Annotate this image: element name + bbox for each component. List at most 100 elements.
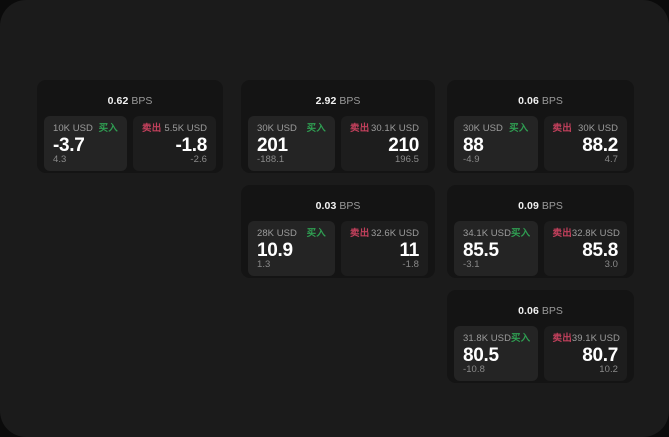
spread-card[interactable]: 0.06 BPS 31.8K USD 买入 80.5 -10.8 卖出: [447, 290, 634, 383]
buy-value: 201: [257, 134, 288, 156]
spread-card[interactable]: 0.09 BPS 34.1K USD 买入 85.5 -3.1 卖出: [447, 185, 634, 278]
buy-panel-header: 34.1K USD 买入: [463, 228, 531, 239]
sell-panel-header: 卖出 30K USD: [553, 124, 619, 134]
spread-card[interactable]: 2.92 BPS 30K USD 买入 201 -188.1 卖出: [241, 80, 435, 173]
sell-panel[interactable]: 卖出 30K USD 88.2 4.7: [543, 116, 627, 171]
sell-tag: 卖出: [350, 123, 370, 134]
buy-volume: 28K USD: [257, 228, 297, 239]
buy-panel[interactable]: 34.1K USD 买入 85.5 -3.1: [454, 221, 538, 276]
buy-sub-value: 4.3: [53, 153, 67, 165]
buy-tag: 买入: [510, 228, 531, 239]
buy-sub-value: -10.8: [463, 363, 485, 375]
sell-panel[interactable]: 卖出 30.1K USD 210 196.5: [341, 116, 428, 171]
sell-panel-header: 卖出 32.6K USD: [350, 229, 419, 239]
buy-panel-header: 10K USD 买入: [53, 124, 118, 134]
buy-tag: 买入: [306, 123, 326, 134]
bps-unit: BPS: [541, 305, 563, 317]
buy-panel[interactable]: 28K USD 买入 10.9 1.3: [248, 221, 335, 276]
panel-pair: 34.1K USD 买入 85.5 -3.1 卖出 32.8K USD 85.8…: [454, 221, 627, 276]
sell-sub-value: -2.6: [190, 153, 207, 165]
buy-sub-value: 1.3: [257, 258, 271, 270]
panel-pair: 10K USD 买入 -3.7 4.3 卖出 5.5K USD -1.8 -2.…: [44, 116, 216, 171]
sell-value: 80.7: [582, 344, 618, 366]
bps-unit: BPS: [541, 95, 563, 107]
bps-value: 0.06: [518, 305, 539, 317]
bps-unit: BPS: [131, 95, 153, 107]
buy-value: -3.7: [53, 134, 85, 156]
bps-unit: BPS: [339, 95, 361, 107]
buy-value: 10.9: [257, 239, 293, 261]
sell-volume: 30.1K USD: [371, 123, 419, 134]
sell-panel[interactable]: 卖出 32.6K USD 11 -1.8: [341, 221, 428, 276]
buy-panel-header: 30K USD 买入: [257, 124, 326, 134]
panel-pair: 28K USD 买入 10.9 1.3 卖出 32.6K USD 11 -1.8: [248, 221, 428, 276]
card-header: 0.09 BPS: [454, 192, 627, 221]
sell-value: 210: [388, 134, 419, 156]
sell-panel-header: 卖出 30.1K USD: [350, 124, 419, 134]
bps-unit: BPS: [541, 200, 563, 212]
buy-tag: 买入: [98, 123, 118, 134]
sell-volume: 30K USD: [578, 123, 618, 134]
buy-volume: 34.1K USD: [463, 228, 511, 239]
sell-tag: 卖出: [552, 333, 572, 344]
card-column-2: 2.92 BPS 30K USD 买入 201 -188.1 卖出: [241, 80, 435, 278]
buy-value: 88: [463, 134, 484, 156]
panel-pair: 30K USD 买入 201 -188.1 卖出 30.1K USD 210 1…: [248, 116, 428, 171]
sell-panel-header: 卖出 32.8K USD: [553, 228, 620, 239]
buy-value: 80.5: [463, 344, 499, 366]
bps-value: 0.06: [518, 95, 539, 107]
sell-tag: 卖出: [350, 228, 370, 239]
sell-volume: 5.5K USD: [164, 123, 207, 134]
spread-card[interactable]: 0.03 BPS 28K USD 买入 10.9 1.3 卖出: [241, 185, 435, 278]
sell-value: 11: [399, 239, 420, 261]
spread-card[interactable]: 0.06 BPS 30K USD 买入 88 -4.9 卖出: [447, 80, 634, 173]
sell-sub-value: 4.7: [604, 153, 618, 165]
sell-value: -1.8: [175, 134, 207, 156]
card-header: 0.06 BPS: [454, 87, 627, 116]
card-header: 0.03 BPS: [248, 192, 428, 221]
buy-volume: 30K USD: [463, 123, 503, 134]
sell-tag: 卖出: [142, 123, 162, 134]
buy-panel[interactable]: 30K USD 买入 88 -4.9: [454, 116, 538, 171]
sell-value: 85.8: [582, 239, 618, 261]
sell-panel[interactable]: 卖出 32.8K USD 85.8 3.0: [543, 221, 627, 276]
buy-panel[interactable]: 10K USD 买入 -3.7 4.3: [44, 116, 127, 171]
bps-value: 0.03: [315, 200, 337, 212]
buy-sub-value: -3.1: [463, 258, 480, 270]
sell-tag: 卖出: [552, 123, 572, 134]
buy-panel-header: 28K USD 买入: [257, 229, 326, 239]
buy-value: 85.5: [463, 239, 499, 261]
panel-pair: 30K USD 买入 88 -4.9 卖出 30K USD 88.2 4.7: [454, 116, 627, 171]
card-header: 2.92 BPS: [248, 87, 428, 116]
buy-tag: 买入: [306, 228, 326, 239]
sell-sub-value: 3.0: [604, 258, 618, 270]
bps-unit: BPS: [339, 200, 361, 212]
spread-card[interactable]: 0.62 BPS 10K USD 买入 -3.7 4.3 卖出: [37, 80, 223, 173]
buy-volume: 10K USD: [53, 123, 93, 134]
sell-panel[interactable]: 卖出 5.5K USD -1.8 -2.6: [133, 116, 216, 171]
buy-panel-header: 30K USD 买入: [463, 124, 529, 134]
card-header: 0.06 BPS: [454, 297, 627, 326]
buy-tag: 买入: [509, 123, 529, 134]
buy-panel[interactable]: 30K USD 买入 201 -188.1: [248, 116, 335, 171]
card-column-1: 0.62 BPS 10K USD 买入 -3.7 4.3 卖出: [37, 80, 223, 173]
buy-sub-value: -188.1: [257, 153, 285, 165]
sell-panel-header: 卖出 5.5K USD: [142, 124, 207, 134]
sell-panel[interactable]: 卖出 39.1K USD 80.7 10.2: [543, 326, 627, 381]
sell-volume: 32.8K USD: [571, 228, 620, 239]
card-header: 0.62 BPS: [44, 87, 216, 116]
bps-value: 2.92: [315, 95, 337, 107]
buy-panel[interactable]: 31.8K USD 买入 80.5 -10.8: [454, 326, 538, 381]
sell-sub-value: -1.8: [402, 258, 419, 270]
panel-pair: 31.8K USD 买入 80.5 -10.8 卖出 39.1K USD 80.…: [454, 326, 627, 381]
sell-value: 88.2: [582, 134, 618, 156]
sell-volume: 32.6K USD: [371, 228, 419, 239]
bps-value: 0.09: [518, 200, 539, 212]
sell-volume: 39.1K USD: [571, 333, 620, 344]
sell-sub-value: 196.5: [394, 153, 419, 165]
buy-sub-value: -4.9: [463, 153, 480, 165]
buy-panel-header: 31.8K USD 买入: [463, 334, 530, 344]
card-column-3: 0.06 BPS 30K USD 买入 88 -4.9 卖出: [447, 80, 634, 383]
